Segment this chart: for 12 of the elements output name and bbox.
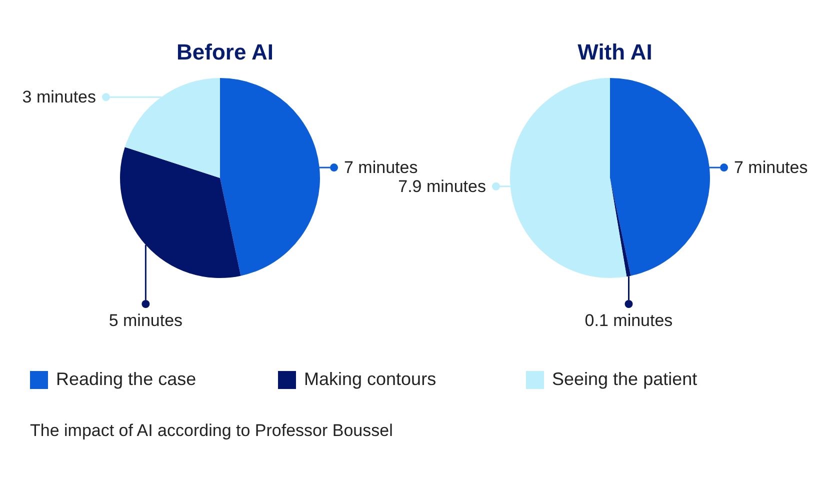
data-label: 7 minutes: [734, 158, 808, 178]
data-label: 7.9 minutes: [398, 176, 486, 196]
data-label: 3 minutes: [22, 88, 96, 107]
data-label: 0.1 minutes: [584, 311, 673, 330]
legend-label: Making contours: [304, 369, 436, 390]
legend-label: Seeing the patient: [552, 369, 698, 390]
data-label: 5 minutes: [108, 311, 183, 330]
text: The impact of AI according to Professor Boussel: [30, 421, 393, 441]
slice-label: With AI: [578, 40, 652, 64]
legend-label: Reading the case: [56, 369, 196, 390]
slice-label: Before AI: [176, 40, 274, 64]
data-label: 7 minutes: [344, 158, 418, 178]
